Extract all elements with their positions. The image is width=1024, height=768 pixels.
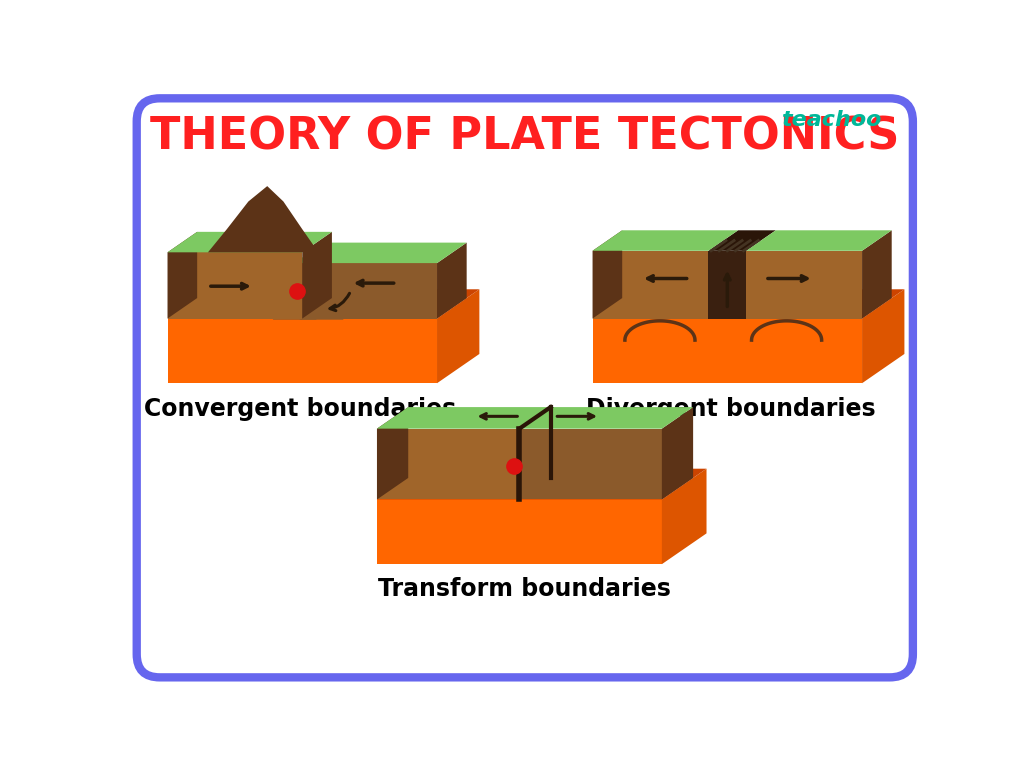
FancyBboxPatch shape bbox=[137, 98, 912, 677]
Polygon shape bbox=[294, 243, 467, 263]
Polygon shape bbox=[437, 243, 467, 319]
Polygon shape bbox=[168, 290, 479, 319]
Polygon shape bbox=[746, 230, 892, 251]
Polygon shape bbox=[862, 230, 892, 319]
Polygon shape bbox=[302, 232, 332, 319]
Polygon shape bbox=[662, 468, 707, 564]
Polygon shape bbox=[377, 429, 519, 499]
Polygon shape bbox=[862, 290, 904, 383]
Polygon shape bbox=[519, 407, 693, 429]
Polygon shape bbox=[377, 468, 707, 499]
Polygon shape bbox=[168, 232, 332, 253]
Polygon shape bbox=[168, 232, 198, 319]
Polygon shape bbox=[519, 429, 662, 499]
Polygon shape bbox=[377, 499, 662, 564]
Polygon shape bbox=[294, 263, 437, 319]
Text: THEORY OF PLATE TECTONICS: THEORY OF PLATE TECTONICS bbox=[151, 115, 899, 158]
Text: teachoo: teachoo bbox=[781, 110, 882, 130]
Polygon shape bbox=[377, 407, 551, 429]
Polygon shape bbox=[593, 230, 738, 251]
Text: Convergent boundaries: Convergent boundaries bbox=[143, 397, 456, 421]
Polygon shape bbox=[593, 230, 623, 319]
Text: Transform boundaries: Transform boundaries bbox=[378, 578, 672, 601]
Polygon shape bbox=[709, 230, 776, 251]
Polygon shape bbox=[593, 290, 904, 319]
Polygon shape bbox=[709, 251, 746, 319]
Polygon shape bbox=[662, 407, 693, 499]
Polygon shape bbox=[168, 253, 302, 319]
Text: Divergent boundaries: Divergent boundaries bbox=[587, 397, 876, 421]
Polygon shape bbox=[168, 319, 437, 383]
Polygon shape bbox=[593, 251, 709, 319]
Polygon shape bbox=[377, 407, 409, 499]
Polygon shape bbox=[593, 319, 862, 383]
Polygon shape bbox=[208, 186, 318, 253]
Polygon shape bbox=[437, 290, 479, 383]
Polygon shape bbox=[746, 251, 862, 319]
